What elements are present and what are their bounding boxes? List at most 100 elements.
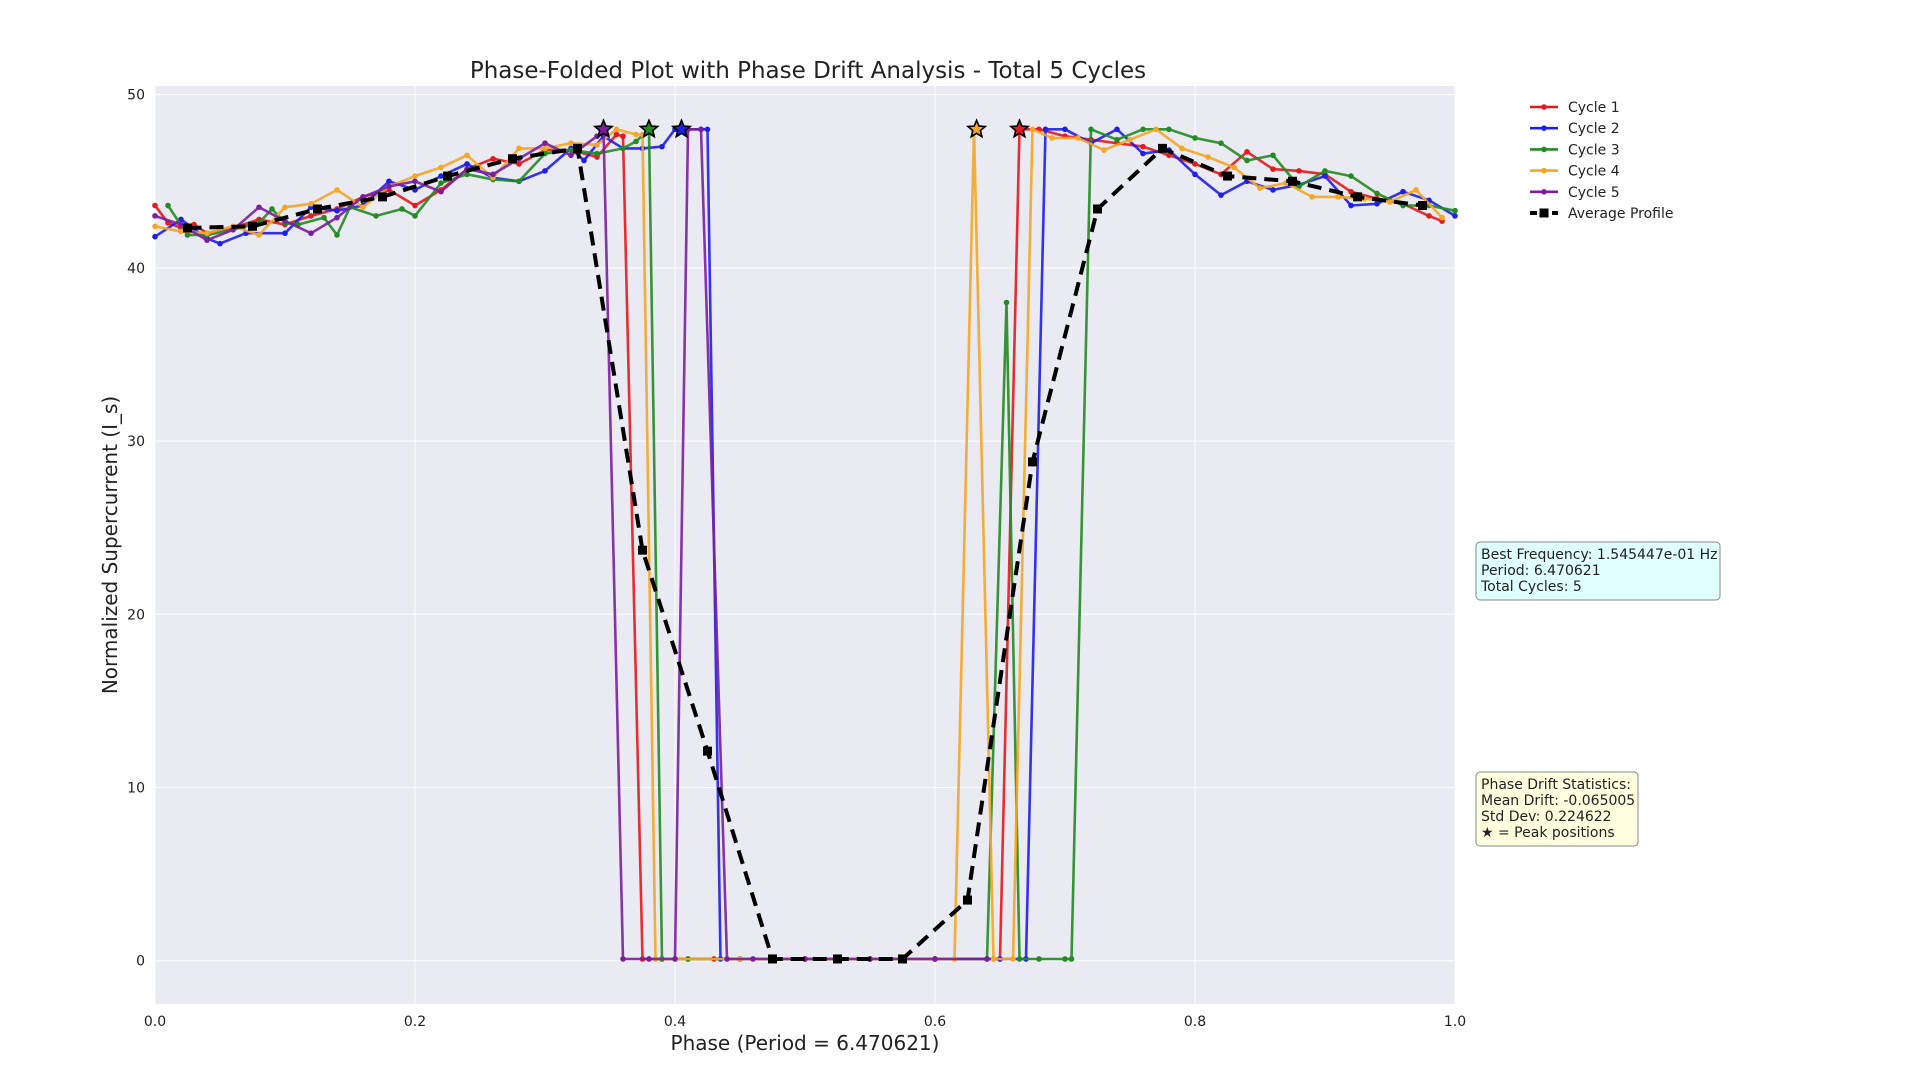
- data-point: [568, 147, 574, 153]
- data-point: [932, 956, 938, 962]
- data-point: [152, 223, 158, 230]
- data-point: [1192, 161, 1198, 167]
- legend-item: Cycle 5: [1530, 185, 1620, 201]
- data-point: [633, 131, 639, 138]
- data-point: [1387, 199, 1393, 205]
- data-point: [508, 154, 517, 164]
- data-point: [443, 171, 452, 181]
- peak-star: [965, 118, 988, 139]
- data-point: [386, 178, 392, 185]
- data-point: [1127, 136, 1133, 143]
- data-point: [704, 126, 711, 133]
- data-point: [1036, 956, 1042, 962]
- data-point: [438, 180, 444, 186]
- legend-swatch-marker: [1541, 167, 1547, 174]
- data-point: [1010, 956, 1016, 962]
- data-point: [672, 956, 678, 962]
- data-point: [1140, 126, 1146, 133]
- data-point: [1400, 188, 1406, 195]
- peak-markers: [592, 118, 1031, 139]
- data-point: [334, 187, 340, 193]
- data-point: [1166, 126, 1172, 133]
- legend-swatch-marker: [1541, 104, 1547, 110]
- data-point: [360, 204, 366, 211]
- data-point: [516, 145, 522, 152]
- data-point: [1257, 185, 1263, 191]
- data-point: [217, 240, 223, 247]
- data-point: [724, 956, 730, 962]
- data-point: [1101, 147, 1107, 153]
- data-point: [1068, 956, 1075, 962]
- data-point: [633, 138, 639, 145]
- data-point: [204, 230, 210, 237]
- data-point: [990, 956, 997, 962]
- data-point: [1075, 135, 1081, 141]
- data-point: [1223, 171, 1232, 181]
- data-point: [490, 155, 496, 162]
- x-tick-label: 0.6: [924, 1014, 946, 1030]
- data-point: [1114, 126, 1120, 133]
- data-point: [269, 206, 275, 212]
- data-point: [542, 145, 548, 152]
- data-point: [516, 161, 522, 167]
- legend-item: Average Profile: [1530, 206, 1673, 222]
- box-line: Total Cycles: 5: [1480, 579, 1582, 595]
- data-point: [313, 204, 322, 214]
- data-point: [620, 956, 626, 962]
- legend: Cycle 1 Cycle 2 Cycle 3 Cycle 4 Cycle 5 Avera…: [1530, 100, 1673, 222]
- data-point: [1218, 140, 1224, 146]
- data-point: [165, 202, 171, 209]
- data-point: [1114, 136, 1120, 143]
- data-point: [412, 173, 418, 179]
- data-point: [308, 200, 314, 207]
- data-point: [698, 126, 704, 133]
- legend-label: Cycle 1: [1568, 100, 1620, 116]
- legend-swatch-marker: [1541, 125, 1547, 131]
- data-point: [594, 150, 600, 157]
- y-tick-label: 0: [136, 954, 145, 970]
- data-point: [1062, 126, 1068, 133]
- box-line: Best Frequency: 1.545447e-01 Hz: [1481, 547, 1718, 563]
- data-point: [1016, 956, 1023, 962]
- data-point: [321, 214, 327, 221]
- data-point: [568, 140, 574, 146]
- box-line: Phase Drift Statistics:: [1481, 777, 1631, 793]
- data-point: [1003, 299, 1010, 306]
- data-point: [1231, 164, 1237, 171]
- data-point: [1288, 176, 1297, 186]
- legend-item: Cycle 3: [1530, 142, 1620, 158]
- box-background: [1475, 541, 1721, 601]
- legend-swatch-marker: [1541, 146, 1547, 153]
- data-point: [184, 232, 191, 238]
- data-point: [1348, 188, 1354, 195]
- data-point: [1153, 126, 1159, 133]
- data-point: [438, 164, 444, 171]
- data-point: [1270, 187, 1276, 193]
- data-point: [833, 954, 842, 964]
- data-point: [1270, 166, 1276, 172]
- data-point: [573, 143, 582, 153]
- data-point: [568, 152, 574, 159]
- data-point: [1218, 192, 1224, 198]
- box-line: ★ = Peak positions: [1481, 825, 1615, 841]
- data-point: [464, 171, 470, 178]
- y-axis-label: Normalized Supercurrent (I_s): [98, 396, 122, 694]
- data-point: [750, 956, 756, 962]
- data-point: [1049, 135, 1055, 141]
- legend-label: Cycle 4: [1568, 164, 1620, 180]
- data-point: [963, 895, 972, 905]
- data-point: [378, 192, 387, 202]
- data-point: [1439, 214, 1445, 221]
- data-point: [373, 213, 379, 219]
- legend-swatch-marker: [1541, 189, 1547, 195]
- data-point: [248, 221, 257, 231]
- data-point: [1179, 145, 1185, 152]
- data-point: [1192, 135, 1198, 141]
- y-tick-label: 10: [127, 780, 145, 796]
- data-point: [1296, 168, 1302, 174]
- data-point: [620, 145, 626, 152]
- data-point: [1452, 207, 1458, 214]
- x-tick-label: 0.8: [1184, 1014, 1206, 1030]
